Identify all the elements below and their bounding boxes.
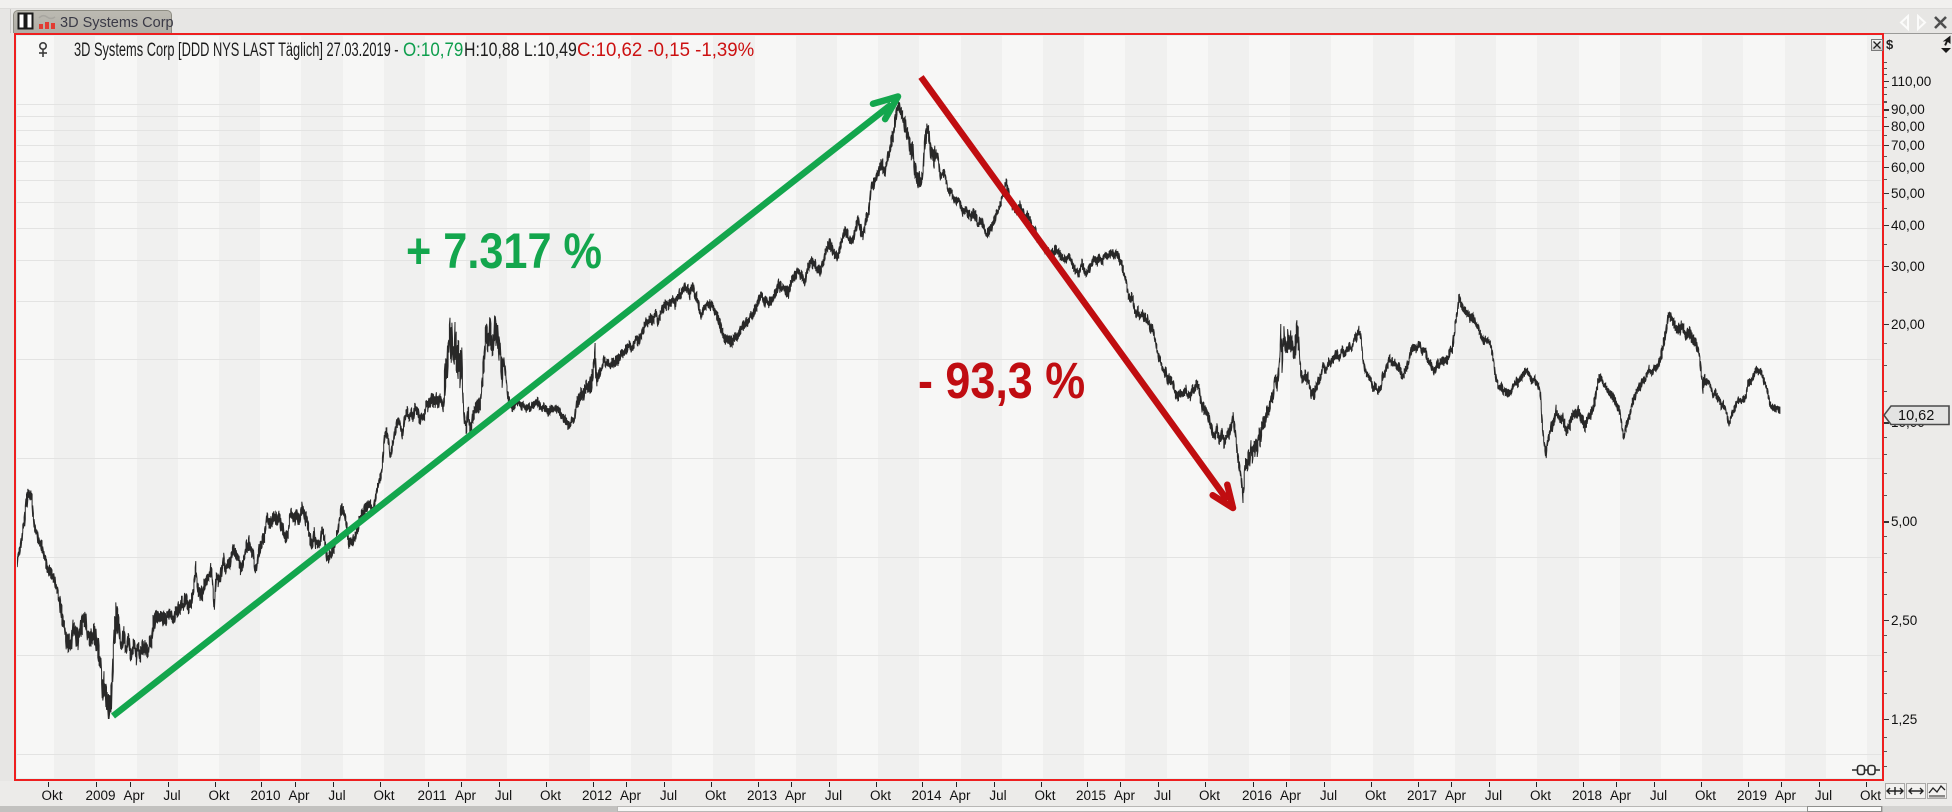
svg-text:10,62: 10,62 <box>1898 408 1934 424</box>
